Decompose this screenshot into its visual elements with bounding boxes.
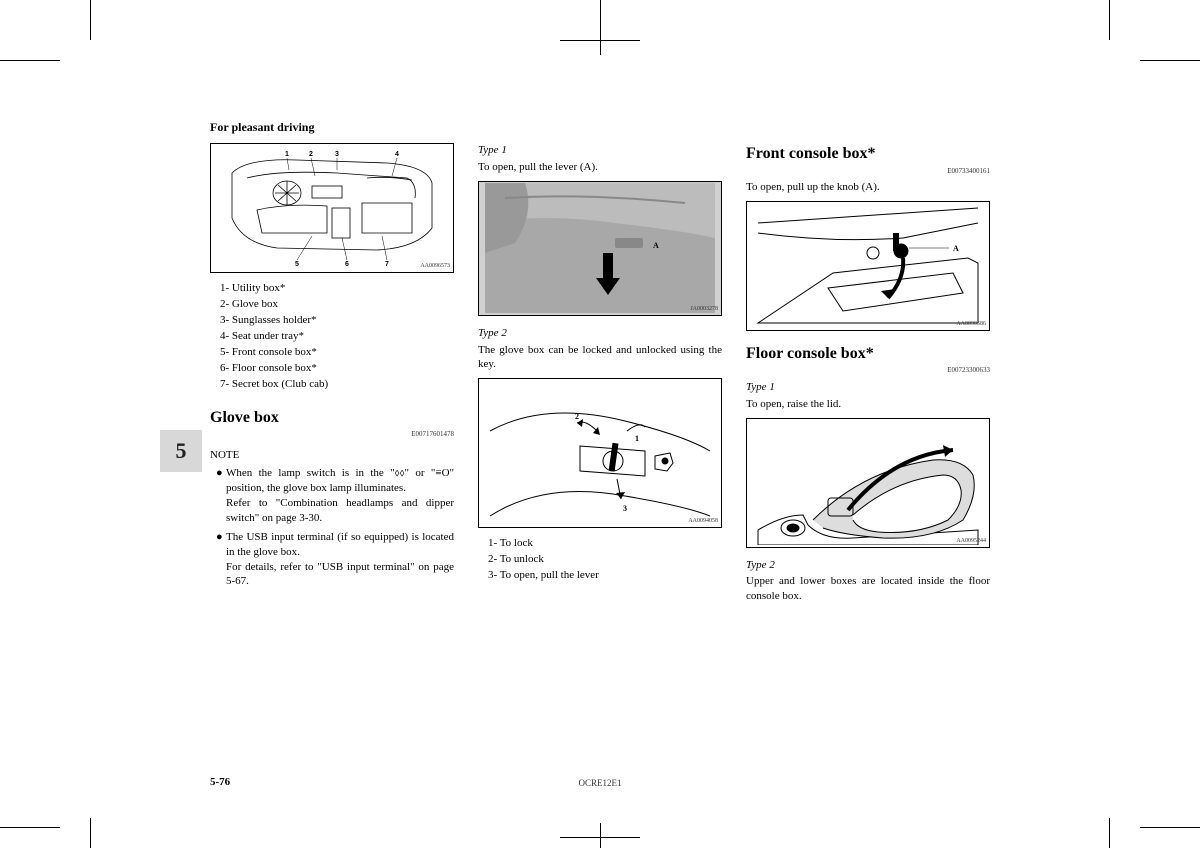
crop-mark [0,827,60,828]
crop-mark [600,0,601,55]
body-text: Upper and lower boxes are located inside… [746,574,990,604]
ref-code: E00723300633 [746,366,990,375]
note-label: NOTE [210,448,454,463]
legend-item: 3- To open, pull the lever [488,568,722,584]
page-number: 5-76 [210,776,230,788]
figure-glovebox-photo: A JA0003278 [478,181,722,316]
body-text: To open, raise the lid. [746,397,990,412]
crop-mark [1140,60,1200,61]
crop-mark [0,60,60,61]
legend-item: 2- To unlock [488,552,722,568]
heading-glove-box: Glove box [210,407,454,429]
body-text: To open, pull the lever (A). [478,160,722,175]
body-text: To open, pull up the knob (A). [746,180,990,195]
heading-floor-console: Floor console box* [746,343,990,365]
crop-mark [1109,818,1110,848]
ref-code: E00733400161 [746,167,990,176]
svg-text:2: 2 [309,151,313,158]
crop-mark [90,0,91,40]
figure-code: AA0096573 [420,262,450,270]
ref-code: E00717601478 [210,430,454,439]
note-text: When the lamp switch is in the "⬨⬨" or "… [226,466,454,525]
svg-text:7: 7 [385,261,389,268]
note-list: ● When the lamp switch is in the "⬨⬨" or… [216,466,454,589]
legend-item: 1- To lock [488,536,722,552]
document-code: OCRE12E1 [578,778,621,788]
section-header: For pleasant driving [210,120,990,135]
svg-text:4: 4 [395,151,399,158]
legend-item: 5- Front console box* [220,345,454,361]
legend-item: 2- Glove box [220,297,454,313]
crop-mark [90,818,91,848]
figure-glovebox-key: 1 2 3 AA0094058 [478,378,722,528]
page-content: For pleasant driving [210,120,990,740]
figure-code: AA0090586 [956,320,986,328]
svg-text:6: 6 [345,261,349,268]
svg-text:A: A [953,244,959,253]
note-item: ● The USB input terminal (if so equipped… [216,530,454,589]
crop-mark [1140,827,1200,828]
svg-text:3: 3 [623,504,627,513]
chapter-tab: 5 [160,430,202,472]
bullet-icon: ● [216,466,226,525]
legend-item: 4- Seat under tray* [220,329,454,345]
column-3: Front console box* E00733400161 To open,… [746,143,990,610]
body-text: The glove box can be locked and unlocked… [478,343,722,373]
crop-mark [600,823,601,848]
note-text: The USB input terminal (if so equipped) … [226,530,454,589]
legend-item: 6- Floor console box* [220,361,454,377]
legend-item: 7- Secret box (Club cab) [220,377,454,393]
svg-text:1: 1 [635,434,639,443]
figure-legend: 1- To lock 2- To unlock 3- To open, pull… [488,536,722,584]
svg-text:1: 1 [285,151,289,158]
type-label: Type 2 [478,326,722,341]
svg-text:5: 5 [295,261,299,268]
svg-text:2: 2 [575,412,579,421]
svg-text:A: A [653,241,659,250]
heading-front-console: Front console box* [746,143,990,165]
figure-floor-console: AA0095244 [746,418,990,548]
crop-mark [1109,0,1110,40]
legend-item: 1- Utility box* [220,281,454,297]
type-label: Type 1 [746,380,990,395]
figure-code: JA0003278 [690,305,718,313]
figure-front-console: A AA0090586 [746,201,990,331]
column-2: Type 1 To open, pull the lever (A). A JA… [478,143,722,610]
figure-code: AA0095244 [956,537,986,545]
bullet-icon: ● [216,530,226,589]
figure-dashboard: 1 2 3 4 5 6 7 AA0096573 [210,143,454,273]
legend-item: 3- Sunglasses holder* [220,313,454,329]
column-1: 1 2 3 4 5 6 7 AA0096573 1- Utility box* … [210,143,454,610]
svg-text:3: 3 [335,151,339,158]
type-label: Type 2 [746,558,990,573]
type-label: Type 1 [478,143,722,158]
note-item: ● When the lamp switch is in the "⬨⬨" or… [216,466,454,525]
figure-code: AA0094058 [688,517,718,525]
figure-legend: 1- Utility box* 2- Glove box 3- Sunglass… [220,281,454,393]
